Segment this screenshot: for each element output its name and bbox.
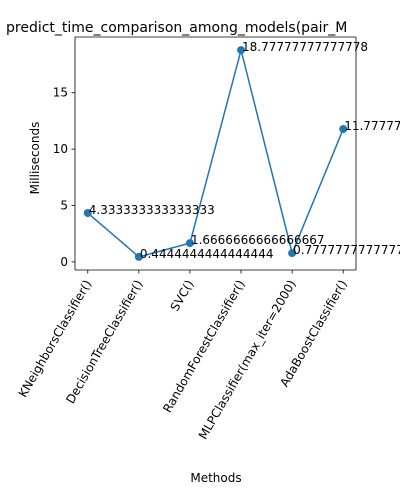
data-labels: 4.333333333333333 0.44444444444444441.666…: [89, 40, 400, 261]
data-point: [134, 252, 143, 261]
data-point: [288, 249, 297, 258]
y-tick-label: 5: [60, 198, 68, 212]
data-label: 0.7777777777777778: [293, 243, 400, 257]
x-tick-label: MLPClassifier(max_iter=2000): [196, 278, 299, 442]
y-tick-label: 0: [60, 255, 68, 269]
axes: [74, 36, 357, 271]
data-label: 18.77777777777778: [242, 40, 368, 54]
y-axis-label: Milliseconds: [28, 122, 42, 195]
x-tick-label: SVC(): [168, 278, 197, 314]
x-axis-label: Methods: [190, 471, 241, 485]
chart-title: predict_time_comparison_among_models(pai…: [6, 20, 347, 36]
data-point: [237, 46, 246, 55]
data-point: [185, 239, 194, 248]
x-ticks: KNeighborsClassifier()DecisionTreeClassi…: [16, 270, 350, 442]
data-label: 11.777777777777779: [344, 119, 400, 133]
series: [83, 46, 348, 261]
data-label: 1.6666666666666667: [191, 233, 325, 247]
data-label: 0.4444444444444444: [140, 247, 274, 261]
y-ticks: 0 5 10 15: [53, 86, 75, 269]
y-tick-label: 10: [53, 142, 68, 156]
data-label: 4.333333333333333: [89, 203, 215, 217]
data-point: [339, 125, 348, 134]
series-line: [87, 47, 344, 258]
y-tick-label: 15: [53, 86, 68, 100]
data-point: [83, 209, 92, 218]
